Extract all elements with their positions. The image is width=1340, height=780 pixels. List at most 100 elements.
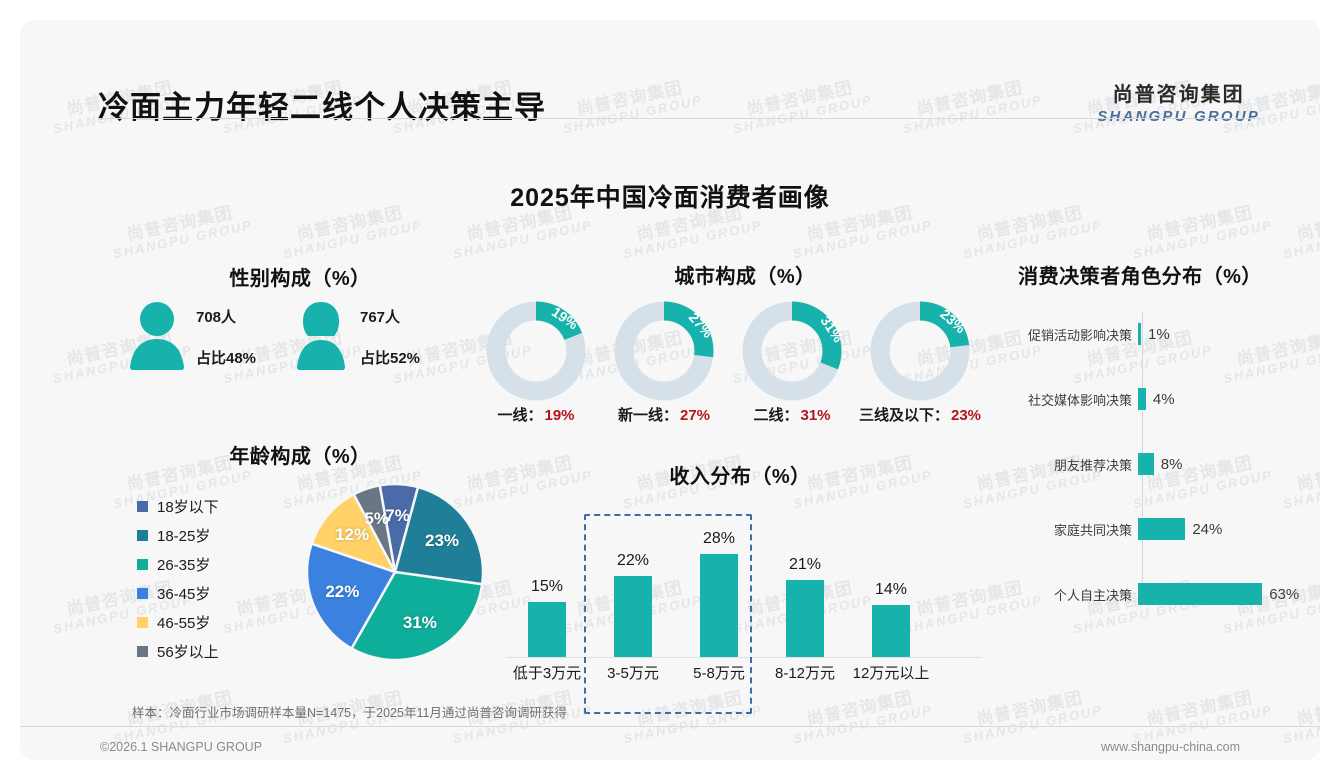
age-pie-legend: 18岁以下 18-25岁 26-35岁 36-45岁 46-55岁 56岁以上 bbox=[137, 492, 219, 666]
donut-caption-value: 27% bbox=[679, 407, 711, 424]
city-donut-3[interactable]: 31% 二线： 31% bbox=[741, 300, 847, 424]
age-pie-svg bbox=[305, 482, 485, 662]
pie-slice[interactable] bbox=[305, 542, 397, 651]
pie-slice-label: 5% bbox=[364, 508, 389, 528]
website-link[interactable]: www.shangpu-china.com bbox=[1101, 740, 1240, 754]
donut-caption-label: 三线及以下： bbox=[858, 407, 949, 424]
city-donut-2[interactable]: 27% 新一线： 27% bbox=[613, 300, 716, 424]
copyright-text: ©2026.1 SHANGPU GROUP bbox=[100, 740, 263, 754]
decision-bar-row[interactable]: 家庭共同决策 24% bbox=[980, 516, 1300, 542]
male-figure-icon bbox=[130, 302, 184, 370]
income-bar-category: 3-5万元 bbox=[607, 665, 659, 682]
footer-divider bbox=[20, 726, 1320, 727]
income-bar[interactable] bbox=[872, 605, 910, 657]
income-bar-group[interactable] bbox=[506, 601, 588, 657]
age-legend-label: 36-45岁 bbox=[157, 586, 211, 603]
city-donut-1[interactable]: 19% 一线： 19% bbox=[485, 300, 587, 424]
infographic-title: 2025年中国冷面消费者画像 bbox=[510, 184, 830, 212]
donut-value-arc bbox=[870, 301, 970, 401]
income-bar-value: 28% bbox=[702, 529, 736, 547]
pie-slice[interactable] bbox=[351, 483, 397, 573]
age-legend-item[interactable]: 18岁以下 bbox=[137, 492, 219, 521]
decision-bar[interactable] bbox=[1138, 323, 1141, 345]
decision-bar[interactable] bbox=[1138, 453, 1154, 475]
decision-bar[interactable] bbox=[1138, 388, 1146, 410]
decision-bar-value: 1% bbox=[1148, 325, 1170, 343]
slide-canvas: 尚普咨询集团 SHANGPU GROUP 尚普咨询集团 SHANGPU GROUP 尚普… bbox=[20, 20, 1320, 760]
decision-bar-value: 24% bbox=[1192, 520, 1223, 538]
decision-bar-label: 社交媒体影响决策 bbox=[1027, 392, 1132, 408]
age-legend-label: 18岁以下 bbox=[157, 499, 219, 516]
income-bar-value: 15% bbox=[530, 577, 564, 595]
pie-slice-label: 12% bbox=[335, 525, 370, 545]
age-legend-item[interactable]: 36-45岁 bbox=[137, 579, 219, 608]
decision-bar-label: 个人自主决策 bbox=[1053, 587, 1132, 603]
donut-caption-value: 19% bbox=[544, 407, 575, 424]
donut-caption-label: 二线： bbox=[753, 407, 799, 424]
donut-svg bbox=[870, 301, 970, 401]
donut-svg bbox=[614, 301, 714, 401]
income-bar-category: 8-12万元 bbox=[774, 665, 836, 682]
income-bar-group[interactable] bbox=[592, 575, 674, 657]
decision-bar[interactable] bbox=[1138, 518, 1186, 540]
age-legend-item[interactable]: 46-55岁 bbox=[137, 608, 219, 637]
income-bar[interactable] bbox=[700, 553, 738, 657]
city-section: 城市构成（%） 19% 一线： 19% 27% 新一线： 27% 31% 二线： 31% 23% 三… bbox=[475, 252, 1015, 424]
slide-header: 冷面主力年轻二线个人决策主导 尚普咨询集团 SHANGPU GROUP bbox=[20, 20, 1320, 125]
city-donut-4[interactable]: 23% 三线及以下： 23% bbox=[859, 300, 981, 424]
age-legend-item[interactable]: 26-35岁 bbox=[137, 550, 219, 579]
gender-female-share: 占比52% bbox=[360, 350, 421, 367]
decision-bar-chart: 促销活动影响决策 1% 社交媒体影响决策 4% 朋友推荐决策 8% 家庭共同决策 24% 个人自… bbox=[980, 304, 1300, 607]
income-bar[interactable] bbox=[786, 579, 824, 657]
income-bar[interactable] bbox=[614, 575, 652, 657]
age-legend-label: 18-25岁 bbox=[157, 528, 211, 545]
income-bar-category: 5-8万元 bbox=[693, 665, 745, 682]
pie-slice-label: 7% bbox=[385, 505, 410, 525]
decision-bar-row[interactable]: 朋友推荐决策 8% bbox=[980, 451, 1300, 477]
donut-value-arc bbox=[614, 301, 714, 401]
gender-female-text: 767人 占比52% bbox=[360, 306, 420, 368]
age-pie-chart: 7% 23% 31% 22% 12% 5% bbox=[300, 480, 490, 669]
decision-section: 消费决策者角色分布（%） 促销活动影响决策 1% 社交媒体影响决策 4% 朋友推荐决策 8… bbox=[980, 252, 1300, 622]
income-section: 收入分布（%） 15% 低于3万元 22% 3-5万元 28% 5-8万元 21% 8-12万… bbox=[490, 452, 990, 714]
pie-slice[interactable] bbox=[349, 570, 484, 662]
donut-caption-value: 31% bbox=[800, 407, 831, 424]
age-section-title: 年龄构成（%） bbox=[229, 446, 371, 468]
donut-caption: 新一线： 27% bbox=[618, 404, 710, 425]
pie-slice-label: 31% bbox=[402, 612, 437, 632]
income-bar-category: 低于3万元 bbox=[512, 665, 582, 682]
pie-slice[interactable] bbox=[393, 485, 485, 586]
gender-section: 性别构成（%） 708人 占比48% 767人 占比52% bbox=[120, 250, 480, 380]
pie-slice[interactable] bbox=[310, 492, 398, 575]
decision-bar-label: 促销活动影响决策 bbox=[1027, 327, 1132, 343]
gender-item-male: 708人 占比48% bbox=[126, 300, 256, 372]
city-section-title: 城市构成（%） bbox=[674, 266, 816, 288]
donut-caption-value: 23% bbox=[950, 407, 982, 424]
age-legend-item[interactable]: 56岁以上 bbox=[137, 637, 219, 666]
income-bar-group[interactable] bbox=[678, 553, 760, 657]
income-bar-group[interactable] bbox=[764, 579, 846, 657]
income-bar-group[interactable] bbox=[850, 605, 932, 657]
donut-caption: 三线及以下： 23% bbox=[859, 404, 981, 425]
logo-english-text: SHANGPU GROUP bbox=[1097, 108, 1260, 125]
decision-bar-row[interactable]: 社交媒体影响决策 4% bbox=[980, 386, 1300, 412]
page-title: 冷面主力年轻二线个人决策主导 bbox=[98, 90, 546, 125]
decision-bar-row[interactable]: 促销活动影响决策 1% bbox=[980, 321, 1300, 347]
income-highlight-box bbox=[584, 514, 752, 714]
pie-slice-label: 22% bbox=[325, 581, 360, 601]
donut-svg bbox=[742, 301, 842, 401]
header-divider bbox=[98, 118, 1262, 119]
legend-color-swatch bbox=[137, 501, 148, 512]
decision-bar[interactable] bbox=[1138, 583, 1263, 605]
age-legend-item[interactable]: 18-25岁 bbox=[137, 521, 219, 550]
decision-bar-row[interactable]: 个人自主决策 63% bbox=[980, 581, 1300, 607]
gender-item-female: 767人 占比52% bbox=[290, 300, 420, 372]
decision-bar-label: 朋友推荐决策 bbox=[1053, 457, 1132, 473]
donut-svg bbox=[486, 301, 586, 401]
decision-section-title: 消费决策者角色分布（%） bbox=[1018, 266, 1262, 288]
legend-color-swatch bbox=[137, 646, 148, 657]
female-figure-icon bbox=[297, 302, 345, 370]
income-bar[interactable] bbox=[528, 601, 566, 657]
legend-color-swatch bbox=[137, 588, 148, 599]
